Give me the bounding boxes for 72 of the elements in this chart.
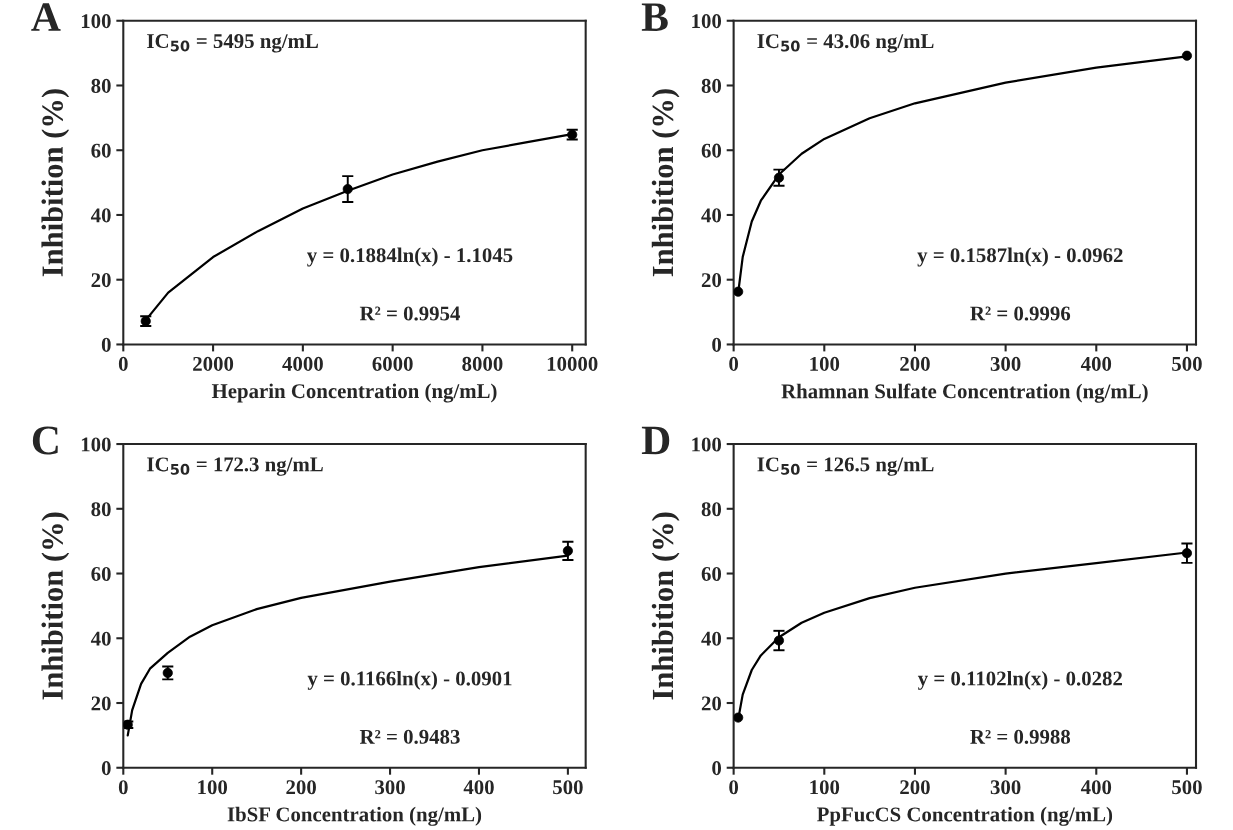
x-tick-label: 100 bbox=[198, 780, 228, 795]
x-axis-title: IbSF Concentration (ng/mL) bbox=[227, 806, 482, 826]
y-axis-title: Inhibition (%) bbox=[651, 512, 680, 700]
y-tick-label: 60 bbox=[701, 143, 722, 158]
x-tick-label: 500 bbox=[1172, 356, 1202, 371]
x-tick-label: 500 bbox=[553, 780, 583, 795]
x-tick-label: 8000 bbox=[462, 356, 503, 371]
x-tick-label: 0 bbox=[729, 356, 739, 371]
y-tick-label: 100 bbox=[692, 14, 722, 29]
y-tick-label: 0 bbox=[712, 761, 722, 776]
y-tick-label: 100 bbox=[81, 14, 111, 29]
annotation: IC$_{50}$ = 5495 ng/mL bbox=[147, 34, 318, 53]
annotation: y = 0.1587ln(x) - 0.0962 bbox=[917, 247, 1123, 267]
y-tick-label: 80 bbox=[701, 502, 722, 517]
chart-title: D bbox=[641, 426, 670, 455]
chart-title: B bbox=[641, 3, 668, 31]
x-tick-label: 400 bbox=[1080, 780, 1112, 795]
x-tick-label: 10000 bbox=[547, 356, 598, 371]
annotation: IC$_{50}$ = 126.5 ng/mL bbox=[757, 457, 934, 476]
y-tick-label: 0 bbox=[712, 337, 722, 352]
y-tick-label: 40 bbox=[701, 208, 722, 223]
x-tick-label: 100 bbox=[810, 356, 840, 371]
y-tick-label: 0 bbox=[101, 761, 111, 776]
annotation: R² = 0.9483 bbox=[359, 729, 460, 744]
x-tick-label: 2000 bbox=[193, 356, 234, 371]
annotation: IC$_{50}$ = 43.06 ng/mL bbox=[757, 34, 934, 53]
x-tick-label: 400 bbox=[1080, 356, 1112, 371]
y-tick-label: 80 bbox=[91, 78, 111, 93]
x-tick-label: 4000 bbox=[282, 356, 323, 371]
x-axis-title: Heparin Concentration (ng/mL) bbox=[211, 383, 497, 403]
chart-title: C bbox=[32, 426, 58, 455]
y-tick-label: 40 bbox=[90, 631, 111, 646]
y-tick-label: 100 bbox=[81, 437, 111, 452]
y-tick-label: 80 bbox=[91, 502, 111, 517]
x-tick-label: 400 bbox=[463, 780, 494, 795]
x-tick-label: 100 bbox=[810, 780, 840, 795]
y-tick-label: 60 bbox=[91, 143, 111, 158]
x-tick-label: 6000 bbox=[372, 356, 413, 371]
x-tick-label: 200 bbox=[286, 780, 316, 795]
y-axis-title: Inhibition (%) bbox=[651, 89, 680, 277]
x-tick-label: 0 bbox=[118, 780, 128, 795]
annotation: y = 0.1102ln(x) - 0.0282 bbox=[917, 670, 1122, 690]
annotation: IC$_{50}$ = 172.3 ng/mL bbox=[147, 457, 323, 476]
x-tick-label: 0 bbox=[729, 780, 739, 795]
y-tick-label: 60 bbox=[701, 566, 722, 581]
x-tick-label: 500 bbox=[1172, 780, 1202, 795]
y-tick-label: 40 bbox=[90, 208, 111, 223]
y-axis-title: Inhibition (%) bbox=[41, 512, 70, 700]
x-axis-title: PpFucCS Concentration (ng/mL) bbox=[817, 806, 1113, 826]
x-tick-label: 200 bbox=[900, 780, 930, 795]
y-tick-label: 0 bbox=[101, 337, 111, 352]
x-axis-title: Rhamnan Sulfate Concentration (ng/mL) bbox=[781, 383, 1148, 403]
y-tick-label: 20 bbox=[91, 273, 111, 288]
y-tick-label: 60 bbox=[91, 566, 111, 581]
y-tick-label: 40 bbox=[701, 631, 722, 646]
y-tick-label: 20 bbox=[91, 696, 111, 711]
x-tick-label: 300 bbox=[375, 780, 405, 795]
x-tick-label: 300 bbox=[990, 780, 1021, 795]
y-tick-label: 100 bbox=[692, 437, 722, 452]
annotation: y = 0.1884ln(x) - 1.1045 bbox=[307, 247, 513, 267]
y-tick-label: 20 bbox=[701, 696, 722, 711]
annotation: R² = 0.9996 bbox=[970, 306, 1071, 321]
y-tick-label: 20 bbox=[701, 273, 722, 288]
x-tick-label: 200 bbox=[900, 356, 930, 371]
y-axis-title: Inhibition (%) bbox=[41, 89, 70, 277]
annotation: R² = 0.9988 bbox=[970, 729, 1071, 744]
y-tick-label: 80 bbox=[701, 78, 722, 93]
chart-title: A bbox=[31, 3, 61, 31]
annotation: y = 0.1166ln(x) - 0.0901 bbox=[307, 670, 512, 690]
x-tick-label: 300 bbox=[990, 356, 1021, 371]
x-tick-label: 0 bbox=[118, 356, 128, 371]
annotation: R² = 0.9954 bbox=[359, 306, 461, 321]
